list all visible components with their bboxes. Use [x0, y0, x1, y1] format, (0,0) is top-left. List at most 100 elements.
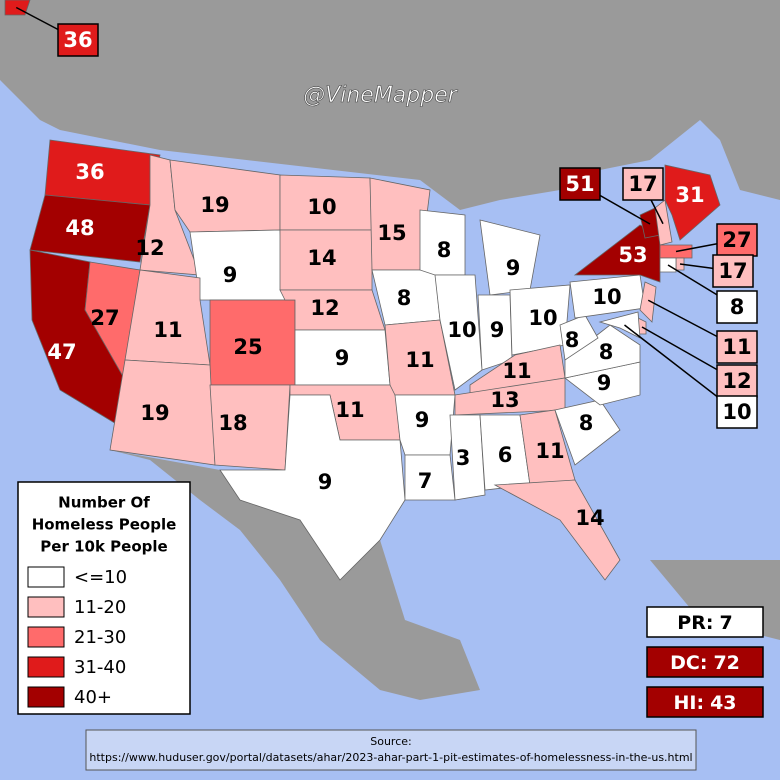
territories: PR: 7 DC: 72 HI: 43 [646, 606, 764, 718]
legend-swatch [27, 656, 65, 678]
state-value: 8 [565, 328, 580, 352]
territory-value: 43 [710, 692, 736, 714]
state-value: 12 [135, 236, 164, 260]
state [559, 314, 599, 361]
state-value: 8 [730, 295, 745, 319]
state-value: 10 [528, 306, 557, 330]
legend-label: <=10 [74, 567, 127, 588]
state-value: 12 [310, 296, 339, 320]
state [29, 194, 151, 263]
state-value: 36 [63, 28, 92, 52]
state [639, 281, 657, 323]
state-value: 8 [579, 411, 594, 435]
legend: Number Of Homeless People Per 10k People… [17, 481, 191, 715]
state [554, 399, 621, 466]
territory-label: HI: [673, 692, 704, 714]
legend-swatch [27, 626, 65, 648]
label-box [716, 223, 758, 257]
legend-label: 31-40 [74, 657, 126, 678]
canada [0, 0, 780, 210]
state-value: 27 [722, 228, 751, 252]
territory-box [646, 686, 764, 718]
state-value: 11 [153, 318, 182, 342]
state-value: 10 [722, 400, 751, 424]
state [493, 479, 621, 581]
state-value: 17 [628, 172, 657, 196]
label-box [716, 395, 758, 429]
state-value: 15 [377, 221, 406, 245]
state-value: 13 [490, 388, 519, 412]
state-value: 11 [335, 398, 364, 422]
state-value: 9 [415, 408, 430, 432]
state-value: 9 [597, 371, 612, 395]
state-value: 11 [502, 359, 531, 383]
label-box [716, 290, 758, 324]
label-box [712, 254, 754, 288]
legend-swatch [27, 566, 65, 588]
state-value: 10 [447, 318, 476, 342]
legend-swatch [27, 596, 65, 618]
state [564, 324, 641, 379]
territory: HI: 43 [673, 692, 736, 714]
state-value: 31 [675, 183, 704, 207]
state-value: 17 [718, 259, 747, 283]
state-value: 9 [223, 263, 238, 287]
state-value: 9 [318, 470, 333, 494]
source-box [85, 729, 697, 771]
state-value: 18 [218, 411, 247, 435]
territory-value: 72 [713, 652, 739, 674]
state [124, 269, 211, 366]
state [654, 199, 673, 246]
state-value: 3 [456, 446, 471, 470]
source-label: Source: [370, 735, 412, 748]
territory-box [646, 606, 764, 638]
label-box [622, 167, 664, 201]
state-value: 48 [65, 216, 94, 240]
label-box [716, 330, 758, 364]
state-value: 9 [335, 346, 350, 370]
mexico [110, 450, 480, 700]
legend-swatch [27, 686, 65, 708]
state-value: 12 [722, 369, 751, 393]
state-value: 6 [498, 443, 513, 467]
state-value: 11 [535, 439, 564, 463]
state-value: 8 [437, 238, 452, 262]
legend-title: Homeless People [32, 516, 177, 534]
state-value: 9 [490, 318, 505, 342]
state-value: 10 [592, 285, 621, 309]
territory-label: DC: [670, 652, 707, 674]
state-value: 11 [722, 335, 751, 359]
source-url: https://www.huduser.gov/portal/datasets/… [89, 751, 692, 764]
state-value: 27 [90, 306, 119, 330]
state-value: 25 [233, 335, 262, 359]
state [449, 414, 486, 501]
state-value: 7 [418, 469, 433, 493]
state-value: 8 [397, 286, 412, 310]
state [598, 311, 641, 339]
label-box [559, 167, 601, 201]
label-box [57, 23, 99, 57]
state-value: 51 [565, 172, 594, 196]
territory: DC: 72 [670, 652, 740, 674]
legend-title: Number Of [58, 494, 150, 512]
legend-label: 40+ [74, 687, 112, 708]
states [4, 0, 721, 581]
state [189, 229, 286, 301]
state-value: 10 [307, 195, 336, 219]
territory-value: 7 [719, 612, 732, 634]
state-value: 14 [307, 246, 336, 270]
territory: PR: 7 [677, 612, 732, 634]
legend-title: Per 10k People [40, 538, 167, 556]
state [664, 164, 721, 241]
legend-items: <=10 11-20 21-30 31-40 40+ [27, 566, 127, 708]
territory-box [646, 646, 764, 678]
state-value: 11 [405, 348, 434, 372]
legend-label: 21-30 [74, 627, 126, 648]
state-value: 8 [599, 340, 614, 364]
state-value: 47 [47, 340, 76, 364]
state-value: 14 [575, 506, 604, 530]
territory-label: PR: [677, 612, 713, 634]
state [434, 274, 483, 391]
